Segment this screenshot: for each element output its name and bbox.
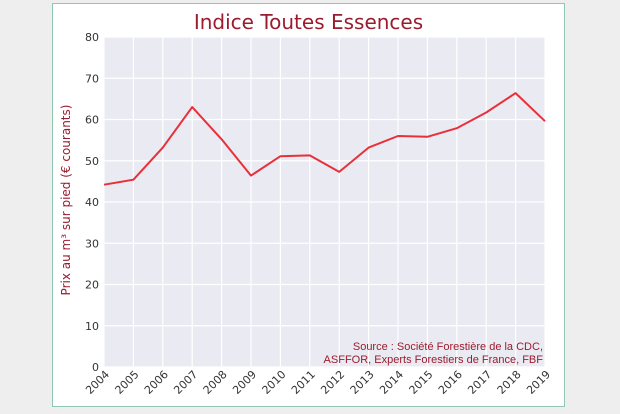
x-tick-label: 2004	[83, 368, 112, 397]
source-line-2: ASFFOR, Experts Forestiers de France, FB…	[324, 354, 544, 366]
x-tick-label: 2009	[230, 368, 259, 397]
y-tick-label: 80	[85, 31, 99, 44]
y-gridlines	[104, 36, 545, 368]
x-tick-label: 2019	[524, 368, 553, 397]
y-tick-label: 0	[92, 361, 99, 374]
series-line	[103, 92, 546, 186]
y-tick-label: 10	[85, 320, 99, 333]
y-tick-label: 50	[85, 155, 99, 168]
x-tick-label: 2018	[495, 368, 524, 397]
x-tick-label: 2005	[113, 368, 142, 397]
y-tick-label: 20	[85, 279, 99, 292]
x-tick-label: 2014	[377, 368, 406, 397]
x-tick-label: 2012	[318, 368, 347, 397]
y-tick-label: 40	[85, 196, 99, 209]
x-tick-label: 2015	[407, 368, 436, 397]
x-tick-label: 2006	[142, 368, 171, 397]
chart-title: Indice Toutes Essences	[193, 10, 424, 34]
x-tick-label: 2008	[201, 368, 230, 397]
y-axis-label: Prix au m³ sur pied (€ courants)	[59, 105, 73, 296]
x-tick-label: 2013	[348, 368, 377, 397]
x-tick-label: 2010	[260, 368, 289, 397]
source-line-1: Source : Société Forestière de la CDC,	[353, 341, 543, 353]
y-tick-label: 30	[85, 237, 99, 250]
y-tick-labels: 0 10 20 30 40 50 60 70 80	[85, 31, 99, 374]
y-tick-label: 60	[85, 114, 99, 127]
x-tick-label: 2016	[436, 368, 465, 397]
x-tick-label: 2017	[465, 368, 494, 397]
x-tick-label: 2007	[171, 368, 200, 397]
y-tick-label: 70	[85, 72, 99, 85]
x-tick-label: 2011	[289, 368, 318, 397]
x-tick-labels: 2004 2005 2006 2007 2008 2009 2010 2011 2012 2013…	[83, 368, 553, 397]
